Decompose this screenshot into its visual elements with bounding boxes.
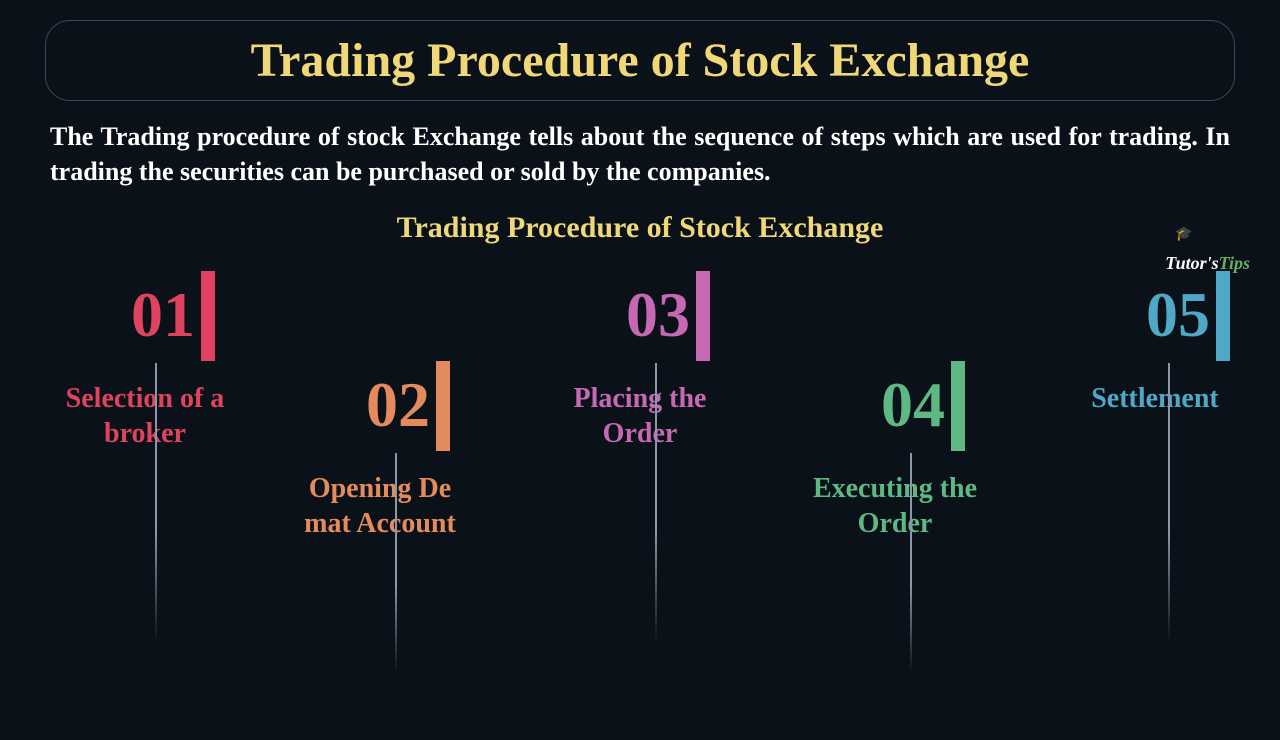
step-vertical-line [155,363,157,643]
step-number: 05 [1146,283,1210,347]
step-number: 04 [881,373,945,437]
step-number: 02 [366,373,430,437]
main-title: Trading Procedure of Stock Exchange [76,33,1204,88]
title-box: Trading Procedure of Stock Exchange [45,20,1235,101]
step-label: Settlement [1050,381,1260,416]
step-02: 02 Opening De mat Account [280,373,480,541]
step-03: 03 Placing the Order [540,283,740,451]
steps-container: 01 Selection of a broker 02 Opening De mat … [0,263,1280,643]
description-text: The Trading procedure of stock Exchange … [50,119,1230,189]
step-bar [1216,271,1230,361]
step-number-wrap: 02 [280,373,480,463]
step-number-wrap: 04 [795,373,995,463]
step-vertical-line [655,363,657,643]
step-05: 05 Settlement [1050,283,1260,416]
step-number-wrap: 03 [540,283,740,373]
subtitle: Trading Procedure of Stock Exchange [0,211,1280,245]
step-04: 04 Executing the Order [795,373,995,541]
step-01: 01 Selection of a broker [45,283,245,451]
step-label: Selection of a broker [50,381,240,451]
step-label: Opening De mat Account [295,471,465,541]
step-bar [696,271,710,361]
step-vertical-line [395,453,397,673]
step-number-wrap: 01 [45,283,245,373]
step-vertical-line [1168,363,1170,643]
step-vertical-line [910,453,912,673]
step-bar [436,361,450,451]
step-number: 01 [131,283,195,347]
step-label: Executing the Order [805,471,985,541]
step-bar [201,271,215,361]
step-bar [951,361,965,451]
step-label: Placing the Order [555,381,725,451]
step-number: 03 [626,283,690,347]
hat-icon: 🎓 [1175,227,1192,242]
step-number-wrap: 05 [1050,283,1260,373]
